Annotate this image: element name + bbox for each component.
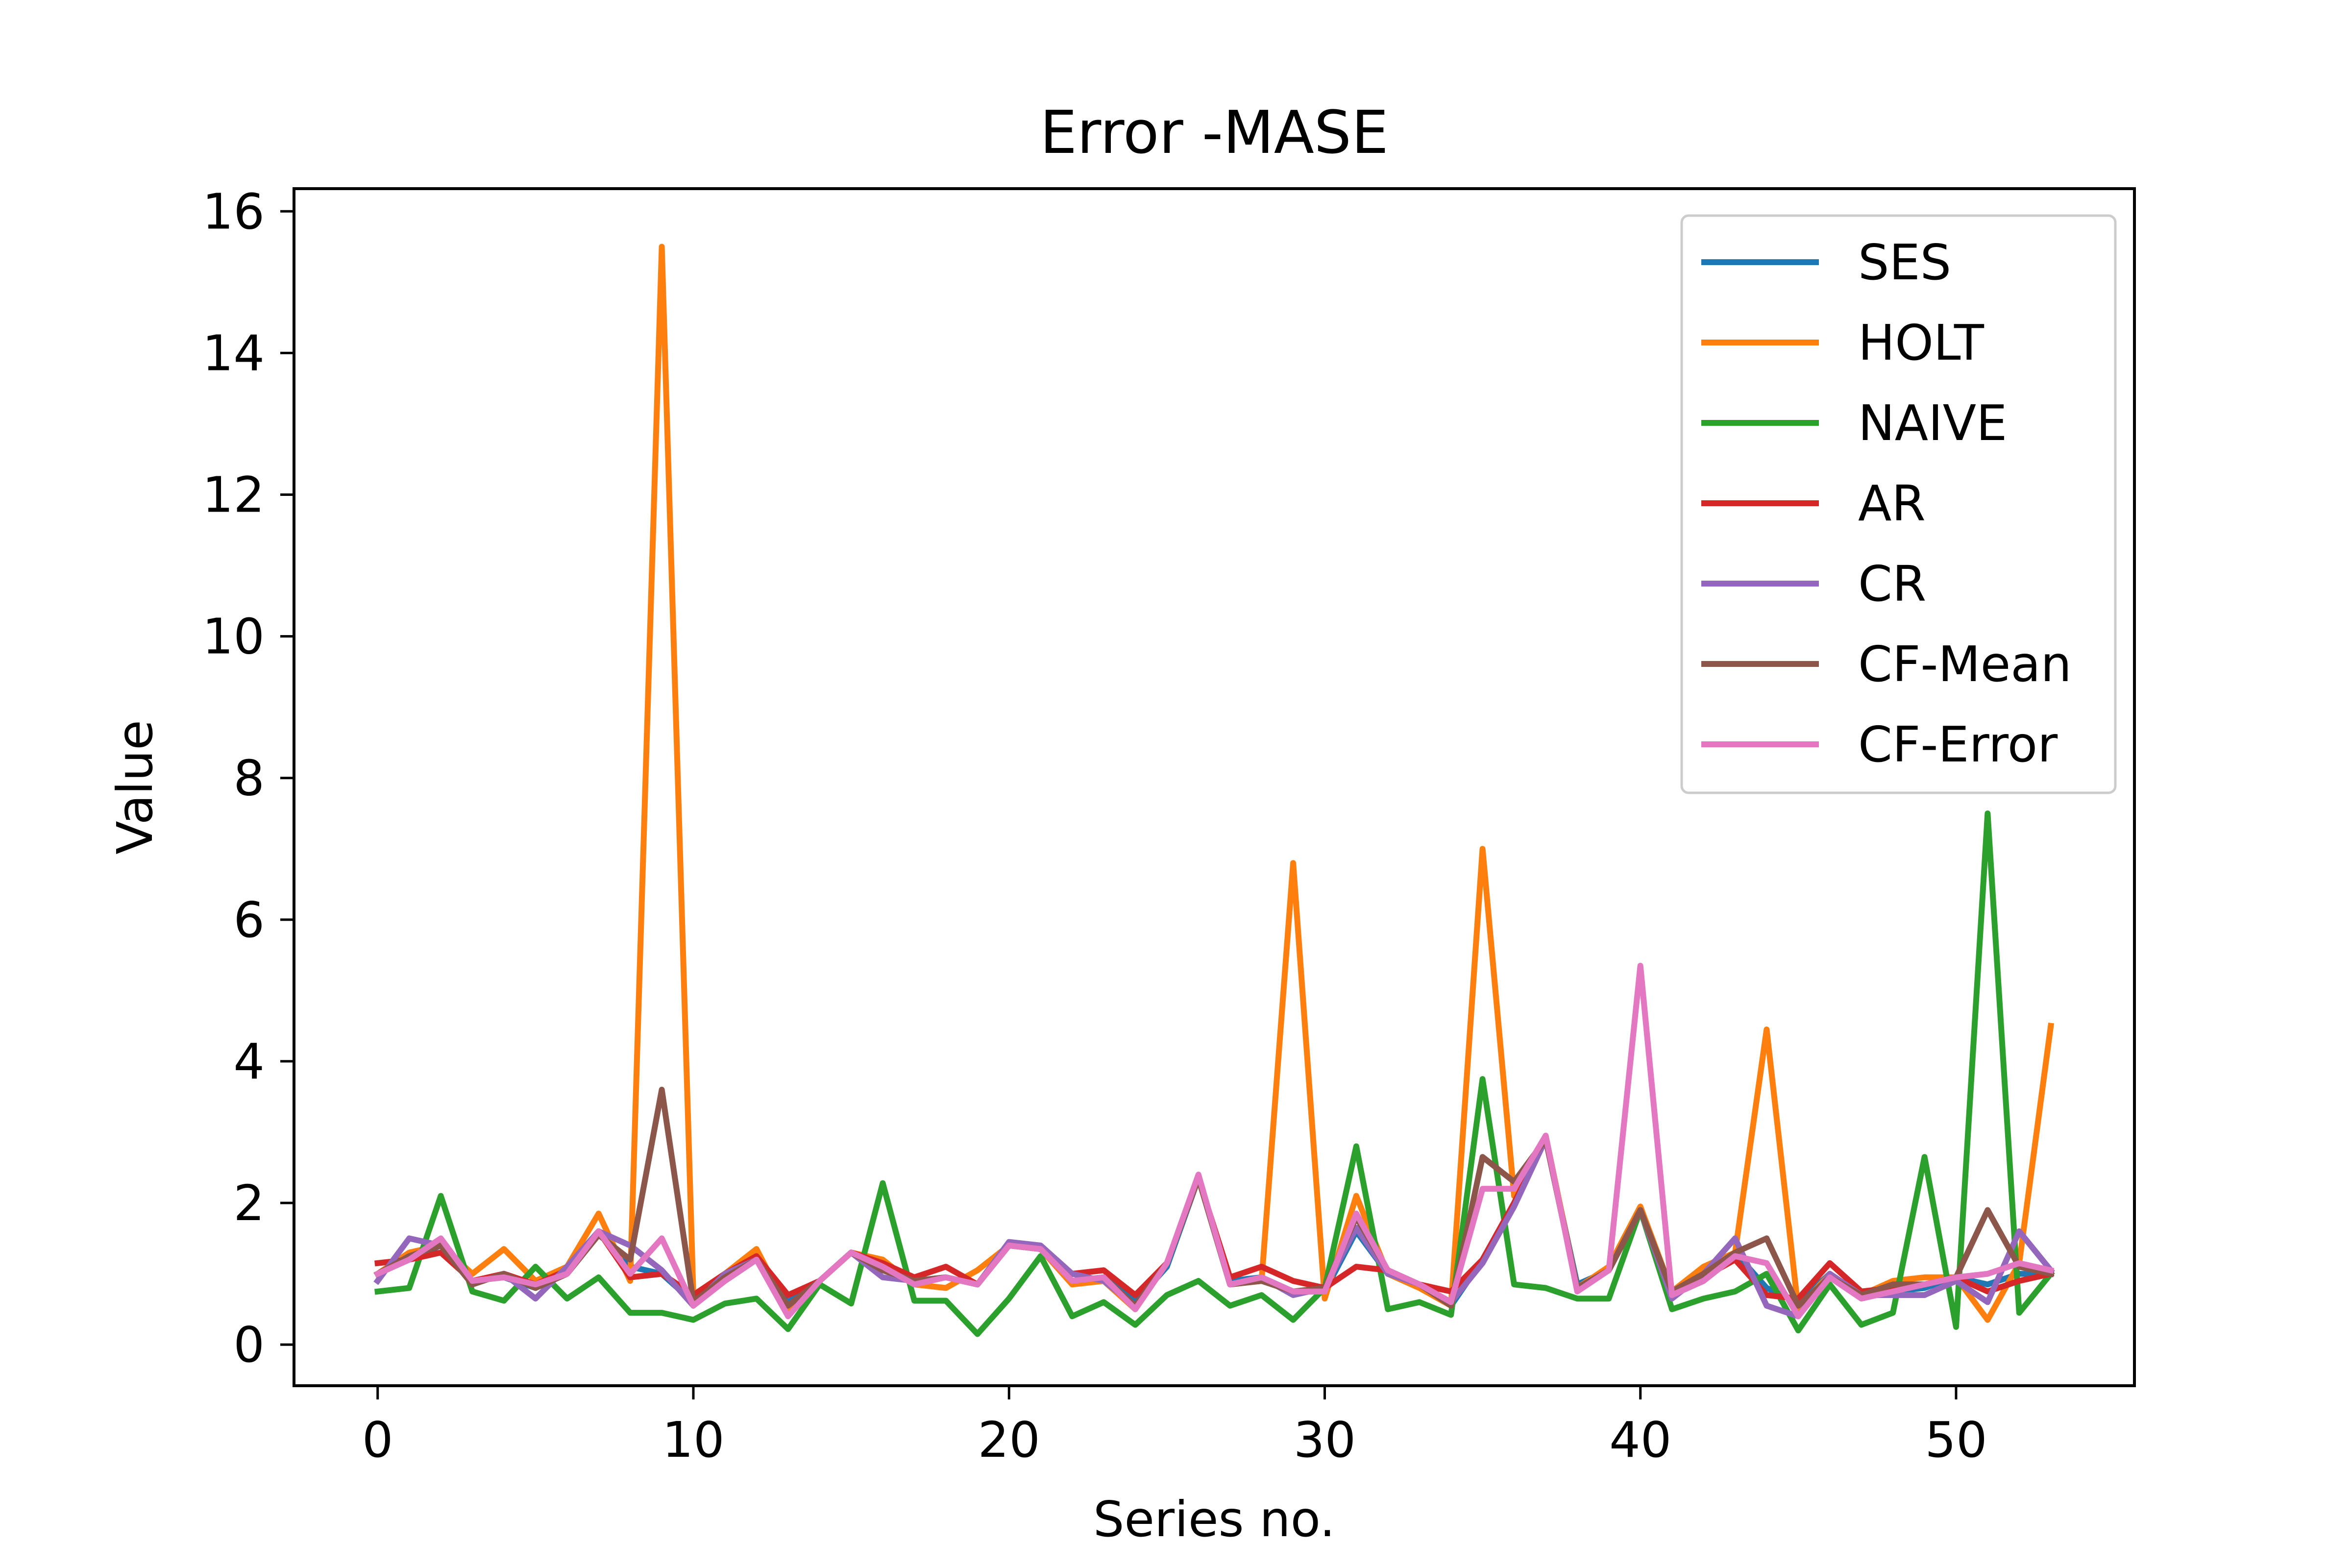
legend-label-cf-error: CF-Error [1858, 716, 2058, 773]
x-tick-label: 20 [978, 1411, 1040, 1469]
y-tick-label: 2 [233, 1175, 265, 1232]
x-tick-label: 50 [1925, 1411, 1987, 1469]
legend-box [1680, 214, 2117, 794]
y-tick-label: 12 [202, 466, 265, 523]
plot-frame [293, 187, 2136, 1387]
x-tick-label: 30 [1294, 1411, 1356, 1469]
x-tick-label: 0 [362, 1411, 393, 1469]
y-tick-label: 14 [202, 324, 265, 382]
legend-label-ses: SES [1858, 234, 1951, 291]
y-tick-label: 16 [202, 183, 265, 240]
y-tick-label: 8 [233, 750, 265, 807]
legend-label-naive: NAIVE [1858, 394, 2007, 452]
chart-title: Error -MASE [1040, 99, 1389, 167]
x-axis-label: Series no. [1093, 1491, 1335, 1548]
y-tick-label: 10 [202, 608, 265, 665]
legend-label-cf-mean: CF-Mean [1858, 636, 2072, 693]
legend-label-ar: AR [1858, 475, 1926, 532]
legend: SES HOLT NAIVE AR CR CF-Mean CF-Error [1680, 214, 2117, 794]
series-line-naive [374, 810, 2055, 1337]
y-tick-label: 4 [233, 1033, 265, 1090]
y-tick-label: 6 [233, 891, 265, 949]
plot-lines [373, 244, 2055, 1337]
x-tick-label: 10 [662, 1411, 724, 1469]
y-axis-label: Value [106, 720, 164, 855]
y-axis-ticks: 0 2 4 6 8 10 12 14 16 [202, 183, 294, 1373]
legend-label-cr: CR [1858, 555, 1926, 612]
x-axis-ticks: 0 10 20 30 40 50 [362, 1386, 1987, 1469]
legend-label-holt: HOLT [1858, 314, 1984, 371]
x-tick-label: 40 [1609, 1411, 1671, 1469]
series-line-cf-error [373, 962, 2055, 1320]
y-tick-label: 0 [233, 1316, 265, 1373]
